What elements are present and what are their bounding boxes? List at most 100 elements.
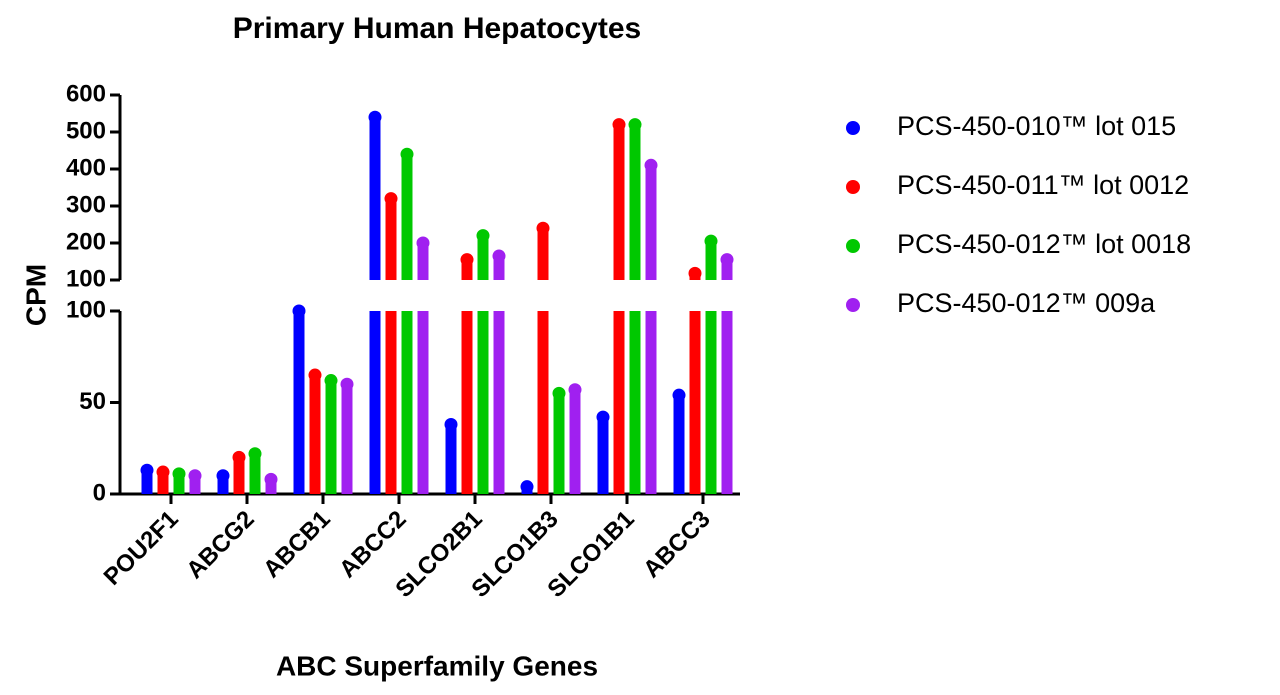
bar bbox=[645, 311, 657, 494]
data-point bbox=[644, 158, 658, 172]
data-point bbox=[520, 480, 534, 494]
legend-marker bbox=[846, 239, 860, 253]
data-point bbox=[216, 469, 230, 483]
data-point bbox=[232, 450, 246, 464]
y-tick-label: 0 bbox=[93, 479, 106, 506]
x-tick-label: POU2F1 bbox=[99, 506, 184, 591]
bar bbox=[217, 475, 229, 494]
y-tick-label: 400 bbox=[66, 154, 106, 181]
bar bbox=[309, 375, 321, 494]
legend-label: PCS-450-012™ 009a bbox=[897, 288, 1156, 318]
data-point bbox=[140, 463, 154, 477]
bar-upper bbox=[385, 198, 397, 280]
data-point bbox=[672, 388, 686, 402]
data-point bbox=[324, 374, 338, 388]
bar bbox=[293, 311, 305, 494]
bar bbox=[325, 380, 337, 494]
data-point bbox=[368, 110, 382, 124]
bar bbox=[597, 417, 609, 494]
bar bbox=[249, 453, 261, 494]
data-point bbox=[688, 266, 702, 280]
y-tick-label: 500 bbox=[66, 117, 106, 144]
bar bbox=[157, 472, 169, 494]
bar bbox=[629, 311, 641, 494]
bar-upper bbox=[629, 124, 641, 280]
legend-label: PCS-450-012™ lot 0018 bbox=[897, 229, 1191, 259]
bar-upper bbox=[645, 165, 657, 280]
legend-marker bbox=[846, 298, 860, 312]
y-tick-label: 50 bbox=[79, 388, 106, 415]
data-point bbox=[292, 304, 306, 318]
bar bbox=[173, 473, 185, 494]
legend-marker bbox=[846, 121, 860, 135]
data-point bbox=[596, 410, 610, 424]
bar bbox=[401, 311, 413, 494]
data-point bbox=[400, 147, 414, 161]
bar bbox=[613, 311, 625, 494]
data-point bbox=[416, 236, 430, 250]
bar bbox=[265, 479, 277, 494]
bar bbox=[233, 457, 245, 494]
legend-label: PCS-450-010™ lot 015 bbox=[897, 111, 1176, 141]
data-point bbox=[476, 229, 490, 243]
data-point bbox=[308, 368, 322, 382]
bar-upper bbox=[705, 241, 717, 280]
bar bbox=[553, 393, 565, 494]
y-tick-label: 600 bbox=[66, 80, 106, 107]
bar bbox=[673, 395, 685, 494]
data-point bbox=[172, 467, 186, 481]
y-axis-label: CPM bbox=[20, 264, 51, 326]
y-tick-label: 200 bbox=[66, 228, 106, 255]
bar-upper bbox=[493, 255, 505, 280]
bar bbox=[189, 475, 201, 494]
data-point bbox=[568, 383, 582, 397]
y-tick-label: 300 bbox=[66, 191, 106, 218]
bar-upper bbox=[613, 124, 625, 280]
x-tick-label: ABCC2 bbox=[334, 506, 412, 584]
bar bbox=[461, 311, 473, 494]
bar bbox=[341, 384, 353, 494]
bar-upper bbox=[369, 117, 381, 280]
bar bbox=[721, 311, 733, 494]
bar-upper bbox=[401, 154, 413, 280]
data-point bbox=[444, 417, 458, 431]
bar bbox=[477, 311, 489, 494]
legend-marker bbox=[846, 180, 860, 194]
bar-upper bbox=[417, 243, 429, 280]
bar bbox=[537, 311, 549, 494]
x-tick-label: ABCG2 bbox=[181, 506, 259, 584]
bar-upper bbox=[537, 228, 549, 280]
data-point bbox=[612, 118, 626, 132]
data-point bbox=[492, 249, 506, 263]
data-point bbox=[552, 386, 566, 400]
x-axis-label: ABC Superfamily Genes bbox=[276, 650, 598, 681]
data-point bbox=[340, 377, 354, 391]
bar bbox=[141, 470, 153, 494]
bar-upper bbox=[477, 235, 489, 280]
data-point bbox=[704, 234, 718, 248]
bar bbox=[369, 311, 381, 494]
data-point bbox=[264, 472, 278, 486]
data-point bbox=[720, 253, 734, 267]
bar bbox=[445, 424, 457, 494]
bar bbox=[705, 311, 717, 494]
data-point bbox=[188, 469, 202, 483]
data-point bbox=[156, 465, 170, 479]
bar bbox=[417, 311, 429, 494]
x-tick-label: ABCC3 bbox=[638, 506, 716, 584]
data-point bbox=[628, 118, 642, 132]
bar-upper bbox=[461, 259, 473, 280]
x-tick-label: ABCB1 bbox=[258, 506, 336, 584]
data-point bbox=[384, 192, 398, 206]
chart-title: Primary Human Hepatocytes bbox=[233, 12, 642, 45]
legend-label: PCS-450-011™ lot 0012 bbox=[897, 170, 1189, 200]
bar-upper bbox=[721, 259, 733, 280]
y-tick-label: 100 bbox=[66, 296, 106, 323]
bar bbox=[385, 311, 397, 494]
bar bbox=[569, 389, 581, 494]
data-point bbox=[536, 221, 550, 235]
y-tick-label: 100 bbox=[66, 265, 106, 292]
bar bbox=[689, 311, 701, 494]
